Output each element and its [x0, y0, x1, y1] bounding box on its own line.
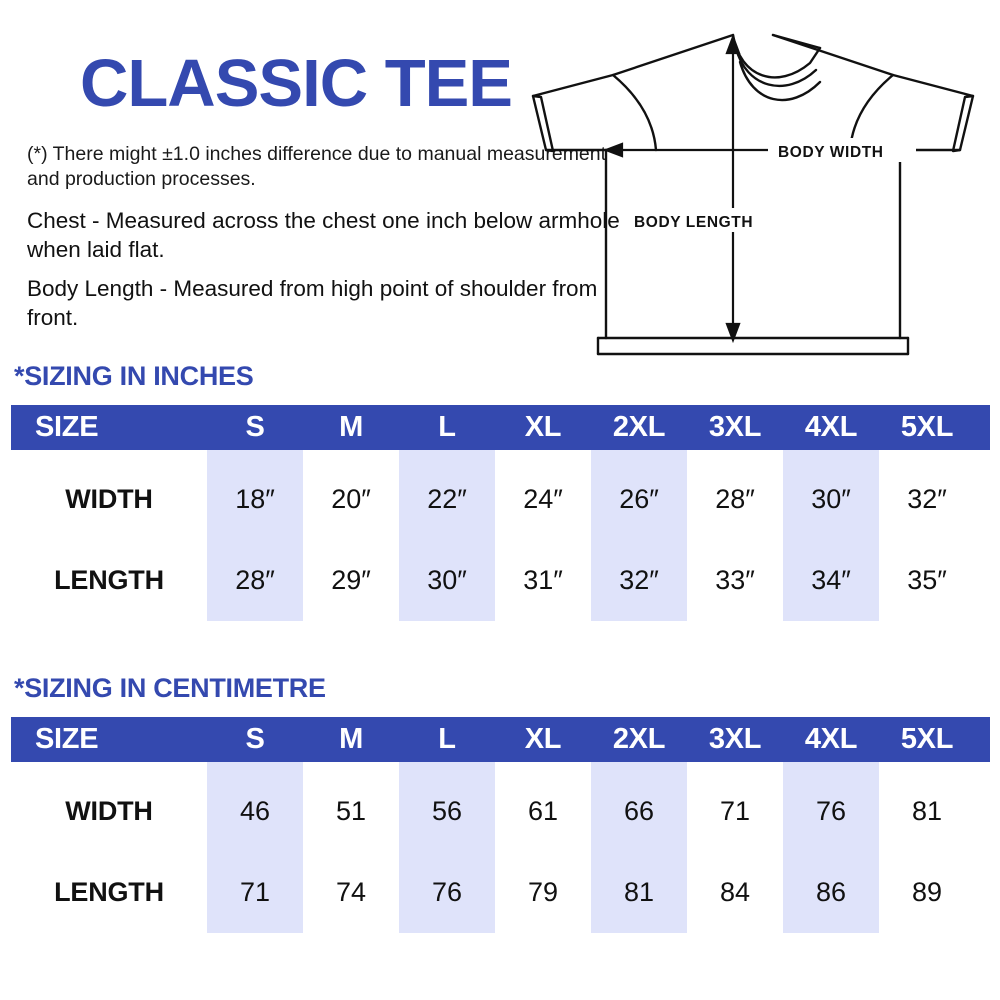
cell-cm-length-5xl: 89 [911, 877, 943, 907]
table-row-width-centimetre: WIDTH 46 51 56 61 66 71 76 81 [11, 771, 990, 852]
row-label-width: WIDTH [65, 484, 153, 514]
cell-width-2xl: 26″ [619, 484, 659, 514]
header-cell-3xl: 3XL [708, 411, 762, 443]
header-cell-cm-4xl: 4XL [804, 723, 858, 755]
cell-cm-width-m: 51 [335, 796, 367, 826]
header-cell-s: S [245, 411, 265, 443]
table-row-length-inches: LENGTH 28″ 29″ 30″ 31″ 32″ 33″ 34″ 35″ [11, 540, 990, 621]
body-length-label-bg [628, 208, 776, 232]
cell-length-s: 28″ [235, 565, 275, 595]
body-width-label-bg [768, 138, 916, 162]
cell-cm-width-xl: 61 [527, 796, 559, 826]
header-cell-2xl: 2XL [612, 411, 666, 443]
cell-cm-length-s: 71 [239, 877, 271, 907]
collar-rib-inner [734, 46, 818, 87]
cell-cm-length-l: 76 [431, 877, 463, 907]
cell-width-m: 20″ [331, 484, 371, 514]
header-cell-cm-3xl: 3XL [708, 723, 762, 755]
header-cell-cm-xl: XL [524, 723, 562, 755]
header-cell-xl: XL [524, 411, 562, 443]
cell-cm-length-2xl: 81 [623, 877, 655, 907]
left-shoulder-line [531, 33, 735, 98]
cell-cm-width-5xl: 81 [911, 796, 943, 826]
collar-rib-outer [738, 60, 822, 102]
left-cuff [531, 94, 555, 153]
cell-cm-width-2xl: 66 [623, 796, 655, 826]
body-length-label: BODY LENGTH [634, 214, 753, 231]
chest-description: Chest - Measured across the chest one in… [27, 208, 620, 263]
size-table-centimetre: SIZE S M L XL 2XL 3XL 4XL 5XL WIDTH 46 5… [11, 717, 990, 933]
section-heading-inches: *SIZING IN INCHES [14, 361, 254, 391]
table-row-width-inches: WIDTH 18″ 20″ 22″ 24″ 26″ 28″ 30″ 32″ [11, 459, 990, 540]
header-cell-l: L [438, 411, 456, 443]
cell-width-3xl: 28″ [715, 484, 755, 514]
cell-width-5xl: 32″ [907, 484, 947, 514]
measurement-disclaimer: (*) There might ±1.0 inches difference d… [27, 143, 607, 190]
table-row-length-centimetre: LENGTH 71 74 76 79 81 84 86 89 [11, 852, 990, 933]
cell-length-l: 30″ [427, 565, 467, 595]
cell-cm-width-3xl: 71 [719, 796, 751, 826]
cell-cm-length-m: 74 [335, 877, 367, 907]
size-table-inches: SIZE S M L XL 2XL 3XL 4XL 5XL WIDTH 18″ … [11, 405, 990, 621]
cell-cm-length-3xl: 84 [719, 877, 751, 907]
header-cell-cm-l: L [438, 723, 456, 755]
cell-cm-width-s: 46 [239, 796, 271, 826]
header-cell-size: SIZE [35, 411, 99, 443]
cell-cm-width-4xl: 76 [815, 796, 847, 826]
right-cuff [951, 94, 975, 153]
cell-length-2xl: 32″ [619, 565, 659, 595]
header-cell-5xl: 5XL [900, 411, 954, 443]
page-title: CLASSIC TEE [80, 46, 513, 121]
row-label-length: LENGTH [54, 565, 164, 595]
cell-length-xl: 31″ [523, 565, 563, 595]
cell-cm-length-xl: 79 [527, 877, 559, 907]
cell-length-4xl: 34″ [811, 565, 851, 595]
header-cell-cm-size: SIZE [35, 723, 99, 755]
section-heading-centimetre: *SIZING IN CENTIMETRE [14, 673, 326, 703]
header-cell-cm-m: M [339, 723, 363, 755]
cell-width-s: 18″ [235, 484, 275, 514]
row-label-cm-length: LENGTH [54, 877, 164, 907]
header-cell-m: M [339, 411, 363, 443]
cell-width-xl: 24″ [523, 484, 563, 514]
body-length-dimension [725, 33, 741, 344]
table-header-row-centimetre: SIZE S M L XL 2XL 3XL 4XL 5XL [11, 717, 990, 762]
header-cell-cm-2xl: 2XL [612, 723, 666, 755]
cell-length-3xl: 33″ [715, 565, 755, 595]
cell-cm-width-l: 56 [431, 796, 463, 826]
body-length-description: Body Length - Measured from high point o… [27, 276, 598, 331]
tshirt-diagram-svg: BODY WIDTH BODY LENGTH [531, 33, 975, 356]
cell-width-4xl: 30″ [811, 484, 851, 514]
cell-cm-length-4xl: 86 [815, 877, 847, 907]
body-width-label: BODY WIDTH [778, 144, 884, 161]
header-cell-cm-s: S [245, 723, 265, 755]
cell-length-m: 29″ [331, 565, 371, 595]
left-armhole [611, 73, 658, 152]
header-cell-4xl: 4XL [804, 411, 858, 443]
header-cell-cm-5xl: 5XL [900, 723, 954, 755]
cell-width-l: 22″ [427, 484, 467, 514]
table-header-row-inches: SIZE S M L XL 2XL 3XL 4XL 5XL [11, 405, 990, 450]
tshirt-diagram: BODY WIDTH BODY LENGTH [478, 18, 998, 388]
cell-length-5xl: 35″ [907, 565, 947, 595]
row-label-cm-width: WIDTH [65, 796, 153, 826]
neck-right-shoulder [771, 33, 822, 50]
